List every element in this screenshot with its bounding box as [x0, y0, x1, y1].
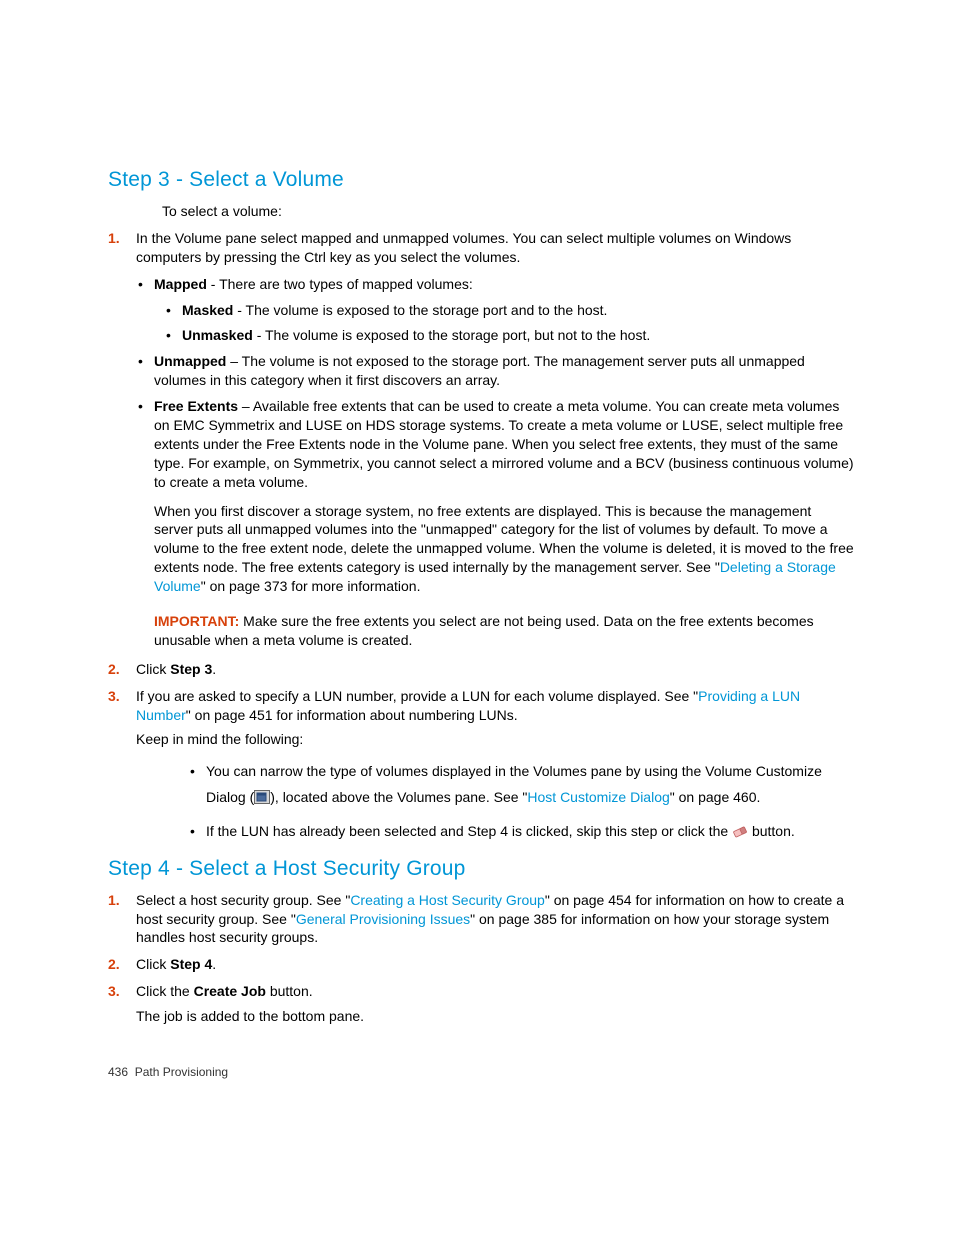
list-marker: 3. — [108, 687, 120, 706]
s4i2-bold: Step 4 — [170, 956, 212, 972]
unmasked-text: - The volume is exposed to the storage p… — [253, 327, 650, 343]
step4-item-3: 3. Click the Create Job button. The job … — [108, 982, 854, 1026]
page-number: 436 — [108, 1065, 128, 1079]
step4-item-1: 1. Select a host security group. See "Cr… — [108, 891, 854, 948]
s4i3-bold: Create Job — [194, 983, 266, 999]
page-footer: 436 Path Provisioning — [108, 1065, 228, 1079]
step3-tail-bullets: You can narrow the type of volumes displ… — [186, 759, 854, 842]
bullet-unmasked: Unmasked - The volume is exposed to the … — [162, 326, 854, 345]
bullet-unmapped: Unmapped – The volume is not exposed to … — [134, 352, 854, 390]
link-creating-hsg[interactable]: Creating a Host Security Group — [350, 892, 545, 908]
item3-a: If you are asked to specify a LUN number… — [136, 688, 698, 704]
list-marker: 2. — [108, 660, 120, 679]
customize-dialog-icon — [254, 787, 270, 812]
keep-in-mind: Keep in mind the following: — [136, 730, 854, 749]
list-marker: 3. — [108, 982, 120, 1001]
step3-item-1: 1. In the Volume pane select mapped and … — [108, 229, 854, 650]
item2-post: . — [212, 661, 216, 677]
s4i2-post: . — [212, 956, 216, 972]
item2-pre: Click — [136, 661, 170, 677]
masked-label: Masked — [182, 302, 233, 318]
step3-item1-text: In the Volume pane select mapped and unm… — [136, 230, 791, 265]
document-page: Step 3 - Select a Volume To select a vol… — [0, 0, 954, 1235]
important-label: IMPORTANT: — [154, 613, 239, 629]
masked-text: - The volume is exposed to the storage p… — [233, 302, 607, 318]
tail2-b: button. — [748, 823, 795, 839]
s4i3-after: The job is added to the bottom pane. — [136, 1007, 854, 1026]
s4i1-a: Select a host security group. See " — [136, 892, 350, 908]
important-text: Make sure the free extents you select ar… — [154, 613, 814, 648]
s4i2-pre: Click — [136, 956, 170, 972]
section-title: Path Provisioning — [135, 1065, 228, 1079]
mapped-text: - There are two types of mapped volumes: — [207, 276, 473, 292]
eraser-icon — [732, 824, 748, 843]
s4i3-post: button. — [266, 983, 313, 999]
s4i3-pre: Click the — [136, 983, 194, 999]
link-host-customize[interactable]: Host Customize Dialog — [527, 789, 669, 805]
free-extents-p1: – Available free extents that can be use… — [154, 398, 854, 490]
bullet-mapped: Mapped - There are two types of mapped v… — [134, 275, 854, 346]
free-extents-p2: When you first discover a storage system… — [154, 502, 854, 596]
bullet-masked: Masked - The volume is exposed to the st… — [162, 301, 854, 320]
unmapped-label: Unmapped — [154, 353, 226, 369]
fe-p2-b: " on page 373 for more information. — [201, 578, 421, 594]
unmapped-text: – The volume is not exposed to the stora… — [154, 353, 805, 388]
heading-step3: Step 3 - Select a Volume — [108, 168, 854, 192]
step3-list: 1. In the Volume pane select mapped and … — [108, 229, 854, 749]
bullet-free-extents: Free Extents – Available free extents th… — [134, 397, 854, 650]
tail1-b: ), located above the Volumes pane. See " — [270, 789, 527, 805]
step4-list: 1. Select a host security group. See "Cr… — [108, 891, 854, 1026]
item3-b: " on page 451 for information about numb… — [186, 707, 518, 723]
list-marker: 1. — [108, 891, 120, 910]
step3-item-3: 3. If you are asked to specify a LUN num… — [108, 687, 854, 750]
step3-intro: To select a volume: — [162, 202, 854, 221]
list-marker: 2. — [108, 955, 120, 974]
tail2-a: If the LUN has already been selected and… — [206, 823, 732, 839]
tail-bullet-1: You can narrow the type of volumes displ… — [186, 759, 854, 811]
step3-item-2: 2. Click Step 3. — [108, 660, 854, 679]
free-extents-label: Free Extents — [154, 398, 238, 414]
list-marker: 1. — [108, 229, 120, 248]
step4-item-2: 2. Click Step 4. — [108, 955, 854, 974]
tail-bullet-2: If the LUN has already been selected and… — [186, 822, 854, 843]
tail1-c: " on page 460. — [670, 789, 761, 805]
unmasked-label: Unmasked — [182, 327, 253, 343]
mapped-label: Mapped — [154, 276, 207, 292]
link-general-provisioning[interactable]: General Provisioning Issues — [296, 911, 470, 927]
heading-step4: Step 4 - Select a Host Security Group — [108, 857, 854, 881]
item2-bold: Step 3 — [170, 661, 212, 677]
important-note: IMPORTANT: Make sure the free extents yo… — [154, 612, 854, 650]
